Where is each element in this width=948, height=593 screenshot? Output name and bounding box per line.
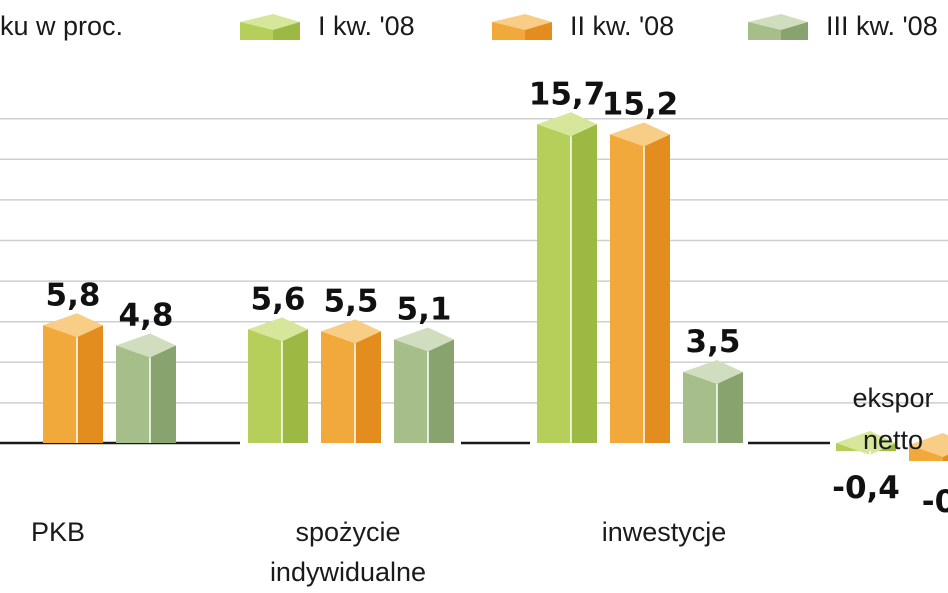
- legend-item: II kw. '08: [492, 11, 674, 41]
- value-label: 3,5: [686, 324, 741, 360]
- legend: I kw. '08 II kw. '08 III kw. '08: [240, 11, 938, 41]
- value-label: 4,8: [119, 298, 174, 334]
- bar-side: [282, 329, 308, 443]
- bar: [610, 122, 670, 443]
- category-label: PKB: [31, 517, 85, 547]
- legend-label: II kw. '08: [570, 11, 674, 41]
- bar: [909, 433, 948, 461]
- bar-front: [610, 134, 644, 443]
- bar: [248, 317, 308, 443]
- bar-side: [355, 331, 381, 443]
- bar-front: [43, 325, 77, 443]
- value-label: 5,5: [324, 283, 379, 319]
- bar-front: [394, 339, 428, 443]
- category-labels: PKB spożycie indywidualne inwestycje ekspor n…: [31, 383, 934, 587]
- bar-side: [717, 371, 743, 443]
- category-label: inwestycje: [602, 517, 727, 547]
- bar-top: [909, 433, 948, 457]
- legend-label: III kw. '08: [826, 11, 938, 41]
- bar: [116, 333, 176, 443]
- legend-item: III kw. '08: [748, 11, 938, 41]
- bar-front: [537, 124, 571, 443]
- bar: [394, 327, 454, 443]
- bar-top: [836, 431, 896, 455]
- bar: [321, 319, 381, 443]
- bar: [43, 313, 103, 443]
- y-axis-label: ku w proc.: [0, 11, 123, 41]
- bar-front: [248, 329, 282, 443]
- bar: [836, 431, 896, 455]
- category-label: ekspor: [852, 383, 933, 413]
- bar-top: [116, 333, 176, 358]
- bar-top: [248, 317, 308, 342]
- bar-side: [644, 134, 670, 443]
- value-label: 15,2: [602, 86, 679, 122]
- value-label: 5,1: [397, 291, 452, 327]
- legend-item: I kw. '08: [240, 11, 415, 41]
- bar-top: [321, 319, 381, 344]
- category-label: netto: [863, 425, 923, 455]
- bar-front: [683, 371, 717, 443]
- legend-swatch-top: [748, 14, 808, 30]
- bar-top: [610, 122, 670, 147]
- value-label: -0,4: [832, 470, 900, 506]
- bars: [43, 112, 948, 461]
- bar-front: [116, 345, 150, 443]
- bar-top: [394, 327, 454, 352]
- bar-top: [43, 313, 103, 338]
- bar-top: [683, 359, 743, 384]
- value-label: 5,8: [46, 277, 101, 313]
- value-label: -0: [922, 484, 948, 520]
- bar: [683, 359, 743, 443]
- legend-swatch-top: [240, 14, 300, 30]
- bar: [537, 112, 597, 443]
- category-label: spożycie: [295, 517, 400, 547]
- value-label: 15,7: [529, 76, 606, 112]
- value-label: 5,6: [251, 281, 306, 317]
- category-label: indywidualne: [270, 557, 426, 587]
- legend-label: I kw. '08: [318, 11, 415, 41]
- bar-side: [571, 124, 597, 443]
- bar-side: [150, 345, 176, 443]
- bar-side: [77, 325, 103, 443]
- bar-top: [537, 112, 597, 137]
- legend-swatch-top: [492, 14, 552, 30]
- bar-front: [321, 331, 355, 443]
- bar-side: [428, 339, 454, 443]
- value-labels: 5,6 15,7 -0,4 5,8 5,5 15,2 -0 4,8 5,1 3,5: [46, 76, 948, 520]
